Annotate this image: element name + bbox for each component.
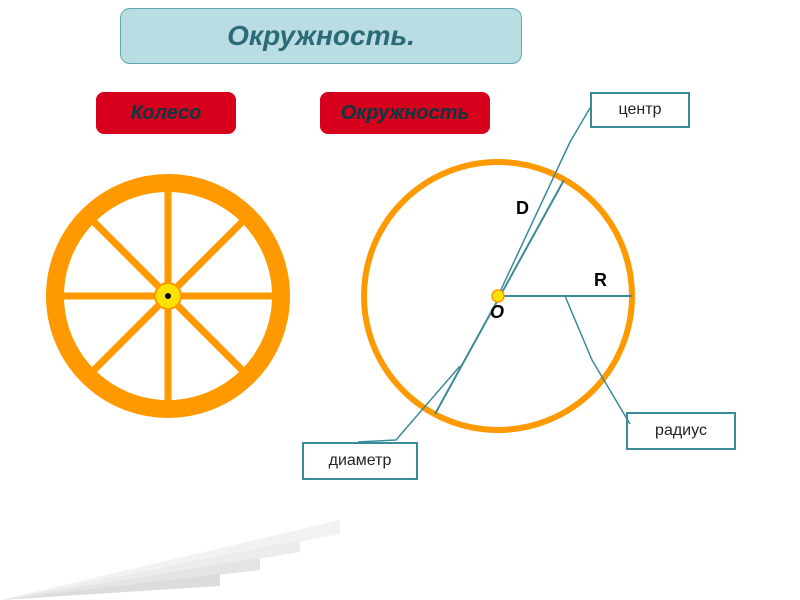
decor-stripes xyxy=(0,520,340,600)
letter-D: D xyxy=(516,198,529,218)
circle-diagram: D R O xyxy=(300,80,800,580)
callout-center xyxy=(498,108,590,296)
wheel-spoke xyxy=(88,296,168,376)
center-dot xyxy=(492,290,504,302)
letter-O: O xyxy=(490,302,504,322)
callout-diameter xyxy=(358,366,460,442)
wheel-spoke xyxy=(168,216,248,296)
title-text: Окружность. xyxy=(227,20,415,52)
letter-R: R xyxy=(594,270,607,290)
title-banner: Окружность. xyxy=(120,8,522,64)
wheel-diagram xyxy=(18,146,318,446)
wheel-label: Колесо xyxy=(96,92,236,134)
wheel-spoke xyxy=(168,296,248,376)
wheel-hub-dot xyxy=(165,293,171,299)
wheel-spoke xyxy=(88,216,168,296)
wheel-label-text: Колесо xyxy=(131,102,202,125)
